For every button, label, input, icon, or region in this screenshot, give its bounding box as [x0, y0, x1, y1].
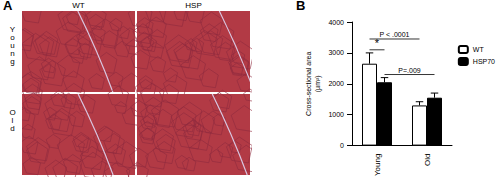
svg-text:(µm²): (µm²) [314, 75, 322, 92]
svg-text:2000: 2000 [328, 80, 344, 87]
html-text:Young: Young [8, 25, 17, 65]
svg-text:3000: 3000 [328, 49, 344, 56]
svg-text:0: 0 [340, 142, 344, 149]
svg-text:Young: Young [373, 154, 382, 176]
svg-text:*: * [375, 37, 380, 49]
svg-text:P < .0001: P < .0001 [379, 31, 409, 38]
svg-text:WT: WT [473, 46, 485, 53]
svg-text:1000: 1000 [328, 111, 344, 118]
html-text:Old: Old [8, 108, 17, 132]
svg-text:HSP70: HSP70 [473, 58, 495, 65]
html-text:WT: WT [72, 1, 85, 10]
svg-text:Cross-sectional area: Cross-sectional area [305, 52, 312, 116]
svg-text:P=.009: P=.009 [398, 67, 420, 74]
html-text:HSP: HSP [185, 1, 202, 10]
svg-text:Old: Old [423, 154, 432, 166]
svg-text:4000: 4000 [328, 19, 344, 26]
